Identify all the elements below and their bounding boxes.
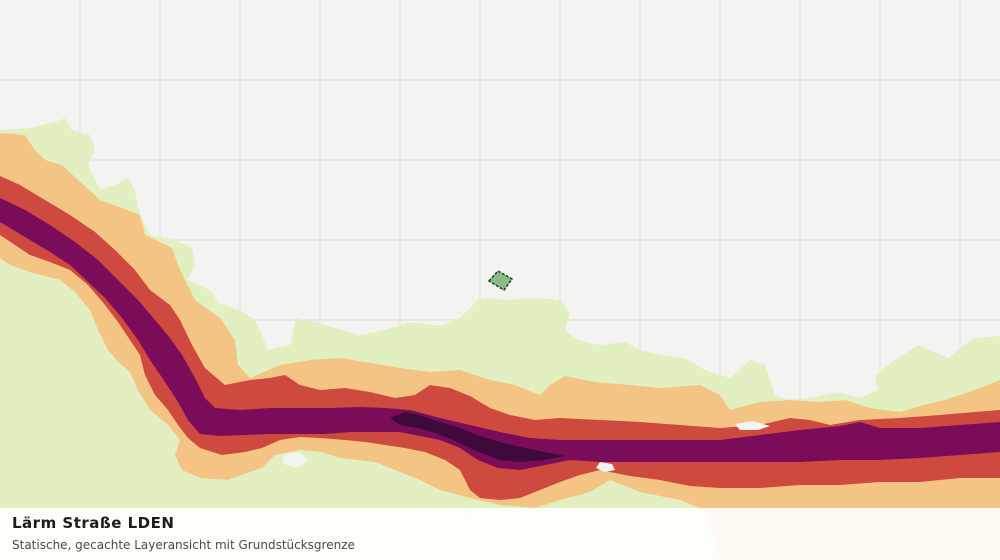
layer-title: Lärm Straße LDEN [12,514,175,532]
noise-band-high [0,198,1000,470]
layer-subtitle: Statische, gecachte Layeransicht mit Gru… [12,538,355,552]
layer-caption: Lärm Straße LDEN Statische, gecachte Lay… [0,508,1000,560]
noise-band-peak [390,412,565,462]
parcel-boundary-icon[interactable] [487,269,514,292]
